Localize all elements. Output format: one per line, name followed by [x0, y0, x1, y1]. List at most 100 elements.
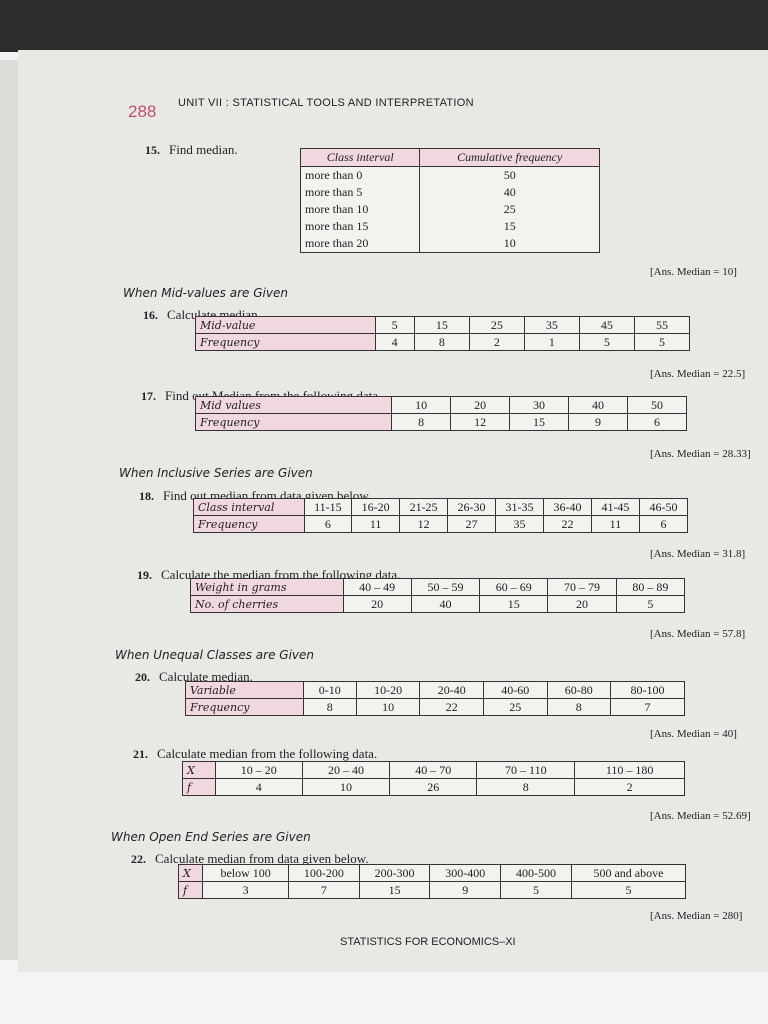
table-row: more than 20 10 — [299, 235, 600, 253]
cell: 5 — [615, 595, 686, 613]
row-label: Class interval — [193, 498, 305, 516]
answer: [Ans. Median = 31.8] — [650, 548, 746, 560]
cell: below 100 — [202, 864, 289, 882]
row-label: Frequency — [195, 333, 376, 351]
cell: 2 — [468, 333, 525, 351]
cell: 40 — [419, 184, 600, 201]
table-row: Class interval 11-15 16-20 21-25 26-30 31-35 3… — [193, 498, 689, 516]
cell: 8 — [476, 778, 576, 796]
row-label: Mid values — [194, 396, 393, 414]
cell: 6 — [638, 515, 689, 533]
cell: 60 – 69 — [479, 578, 549, 596]
table-row: Weight in grams 40 – 49 50 – 59 60 – 69 70 –… — [190, 578, 686, 596]
table-row: f 3 7 15 9 5 5 — [177, 881, 687, 899]
cell: 30 — [509, 396, 570, 414]
cell: 10 — [301, 778, 391, 796]
cell: 10 — [391, 396, 452, 414]
answer: [Ans. Median = 57.8] — [650, 628, 746, 640]
cell: 15 — [479, 595, 549, 613]
cell: 12 — [450, 413, 511, 431]
question-text: Calculate median from the following data… — [157, 746, 378, 761]
header-cell: Class interval — [299, 148, 421, 167]
row-label: more than 5 — [299, 184, 421, 201]
cell: 25 — [419, 201, 600, 218]
cell: 10-20 — [355, 681, 421, 699]
row-label: No. of cherries — [190, 595, 344, 613]
cell: 20 – 40 — [301, 761, 391, 779]
cell: 110 – 180 — [574, 761, 685, 779]
cell: 200-300 — [358, 864, 431, 882]
cell: 40 — [410, 595, 481, 613]
row-label: X — [182, 761, 216, 779]
cell: 8 — [546, 698, 612, 716]
cell: 21-25 — [399, 498, 449, 516]
row-label: Frequency — [193, 515, 305, 533]
cell: 8 — [391, 413, 452, 431]
cell: 4 — [214, 778, 303, 796]
data-table: Weight in grams 40 – 49 50 – 59 60 – 69 70 –… — [190, 578, 686, 613]
cell: 5 — [374, 316, 415, 334]
question-number: 18. — [139, 489, 154, 503]
cell: 45 — [578, 316, 635, 334]
cell: 4 — [374, 333, 415, 351]
cell: 26 — [389, 778, 478, 796]
answer: [Ans. Median = 22.5] — [650, 368, 746, 380]
cell: 12 — [399, 515, 449, 533]
cell: 80-100 — [610, 681, 685, 699]
cell: 40 – 49 — [342, 578, 412, 596]
cell: 8 — [302, 698, 357, 716]
cell: 40-60 — [482, 681, 548, 699]
cell: 15 — [509, 413, 570, 431]
cell: 6 — [303, 515, 353, 533]
cell: 50 — [626, 396, 688, 414]
cell: 15 — [413, 316, 470, 334]
cell: 31-35 — [495, 498, 544, 516]
cell: 400-500 — [500, 864, 572, 882]
row-label: f — [182, 778, 216, 796]
cell: 100-200 — [287, 864, 360, 882]
table-row: more than 10 25 — [299, 201, 600, 218]
question-text: Calculate median from data given below. — [155, 851, 369, 866]
cell: 5 — [633, 333, 691, 351]
data-table: Class interval 11-15 16-20 21-25 26-30 31-35 3… — [193, 498, 689, 533]
cell: 15 — [419, 218, 600, 235]
question-text: Calculate median. — [159, 669, 253, 684]
cell: 25 — [482, 698, 548, 716]
question-number: 15. — [145, 143, 160, 157]
cell: 60-80 — [546, 681, 612, 699]
section-heading: When Unequal Classes are Given — [115, 648, 314, 662]
cell: 22 — [542, 515, 592, 533]
cell: 7 — [610, 698, 685, 716]
cell: 22 — [419, 698, 484, 716]
cell: 9 — [568, 413, 628, 431]
cell: 16-20 — [351, 498, 401, 516]
cell: 15 — [358, 881, 431, 899]
cell: 50 – 59 — [410, 578, 481, 596]
cell: 11 — [590, 515, 640, 533]
table-row: Frequency 4 8 2 1 5 5 — [195, 333, 691, 351]
table-row: X 10 – 20 20 – 40 40 – 70 70 – 110 110 – 180 — [182, 761, 685, 779]
cell: 5 — [500, 881, 572, 899]
table-row: Mid values 10 20 30 40 50 — [194, 396, 688, 414]
section-heading: When Mid-values are Given — [123, 286, 288, 300]
section-heading: When Inclusive Series are Given — [119, 466, 313, 480]
cell: 40 — [568, 396, 628, 414]
question-number: 19. — [137, 568, 152, 582]
row-label: Frequency — [185, 698, 304, 716]
table-row: more than 15 15 — [299, 218, 600, 235]
row-label: more than 20 — [299, 235, 421, 253]
answer: [Ans. Median = 40] — [650, 728, 737, 740]
cell: 0-10 — [302, 681, 357, 699]
question-number: 17. — [141, 389, 156, 403]
cell: 5 — [570, 881, 687, 899]
row-label: more than 0 — [299, 166, 421, 184]
data-table: Mid values 10 20 30 40 50 Frequency 8 12 15 9 6 — [194, 396, 688, 431]
table-row: f 4 10 26 8 2 — [182, 778, 685, 796]
row-label: more than 15 — [299, 218, 421, 235]
question-number: 22. — [131, 852, 146, 866]
table-row: Variable 0-10 10-20 20-40 40-60 60-80 80-100 — [185, 681, 685, 699]
